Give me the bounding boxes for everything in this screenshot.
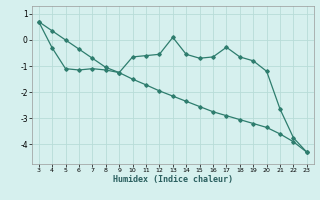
X-axis label: Humidex (Indice chaleur): Humidex (Indice chaleur) [113, 175, 233, 184]
